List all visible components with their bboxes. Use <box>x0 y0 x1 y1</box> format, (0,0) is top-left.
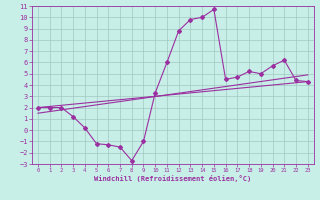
X-axis label: Windchill (Refroidissement éolien,°C): Windchill (Refroidissement éolien,°C) <box>94 175 252 182</box>
